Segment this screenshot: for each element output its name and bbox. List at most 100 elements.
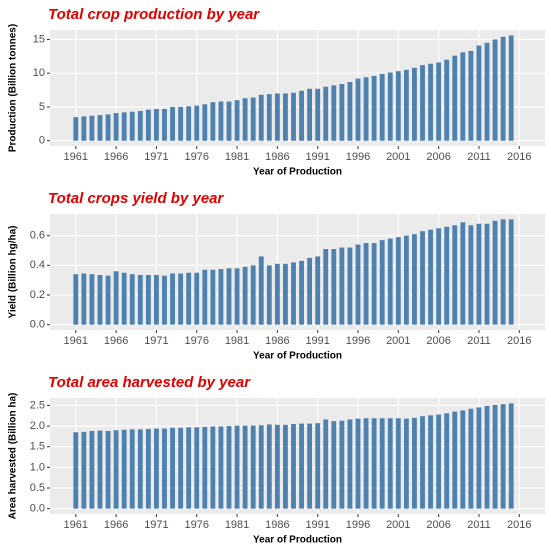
bar	[121, 429, 127, 509]
bar	[379, 73, 385, 141]
y-tick-label: 2.0	[30, 420, 45, 432]
x-tick-label: 2006	[426, 519, 450, 531]
bar	[137, 429, 143, 509]
bar	[226, 101, 232, 141]
y-tick-label: 0.4	[30, 259, 45, 271]
bar	[266, 94, 272, 141]
bar	[403, 69, 409, 141]
x-tick-label: 1961	[64, 151, 88, 163]
x-tick-label: 1981	[225, 151, 249, 163]
bar	[403, 418, 409, 509]
bar	[339, 420, 345, 509]
y-tick-label: 0.5	[30, 482, 45, 494]
bar	[299, 90, 304, 141]
bar	[412, 234, 417, 325]
x-tick-label: 1971	[144, 519, 168, 531]
bar	[202, 104, 208, 141]
bar	[234, 100, 240, 141]
bar	[234, 425, 240, 509]
bar	[420, 416, 425, 509]
bar	[162, 108, 167, 141]
bar	[178, 273, 184, 325]
bar	[274, 424, 280, 509]
bar	[154, 428, 159, 509]
bar	[307, 88, 313, 141]
x-tick-label: 2006	[426, 151, 450, 163]
x-tick-label: 1996	[346, 335, 370, 347]
bar	[137, 274, 143, 325]
bar	[291, 92, 296, 141]
bar	[363, 418, 369, 509]
x-tick-label: 1971	[144, 335, 168, 347]
bar	[436, 62, 442, 141]
bar	[468, 225, 474, 325]
bar	[395, 237, 401, 325]
y-tick-label: 5	[39, 101, 45, 113]
y-tick-label: 2.5	[30, 399, 45, 411]
x-tick-label: 1961	[64, 335, 88, 347]
bar	[395, 418, 401, 509]
bar	[371, 243, 377, 325]
x-tick-label: 1996	[346, 519, 370, 531]
bar	[210, 102, 216, 141]
bar	[105, 114, 111, 141]
bar	[266, 424, 272, 509]
bar	[178, 106, 184, 141]
bar	[274, 263, 280, 325]
bar	[420, 231, 425, 325]
bar	[468, 408, 474, 509]
bar	[194, 427, 200, 509]
bar	[194, 272, 200, 325]
bar	[492, 405, 498, 509]
y-tick-label: 0.0	[30, 319, 45, 331]
bar	[81, 116, 87, 141]
bar	[428, 63, 433, 141]
bar	[97, 430, 103, 509]
bar	[97, 274, 103, 325]
bar	[202, 426, 208, 509]
bar	[258, 256, 264, 325]
bar	[258, 94, 264, 141]
x-tick-label: 1961	[64, 519, 88, 531]
bar	[210, 269, 216, 325]
bar	[89, 274, 95, 325]
x-tick-label: 1981	[225, 519, 249, 531]
bar	[387, 418, 393, 509]
bar	[436, 414, 442, 509]
bar	[347, 419, 353, 509]
bar	[395, 71, 401, 141]
bar	[145, 274, 151, 325]
bar	[403, 235, 409, 325]
bar	[291, 262, 296, 325]
bar	[129, 111, 135, 141]
bar	[250, 97, 256, 141]
bar	[476, 407, 482, 509]
bar	[105, 275, 111, 325]
x-tick-label: 1991	[305, 519, 329, 531]
bar	[484, 42, 490, 141]
x-tick-label: 1976	[185, 519, 209, 531]
bar	[347, 81, 353, 141]
bar	[162, 275, 167, 325]
y-tick-label: 10	[33, 67, 45, 79]
bar	[202, 269, 208, 325]
bar	[315, 423, 321, 509]
bar	[73, 432, 79, 509]
bar	[145, 428, 151, 509]
bar	[226, 268, 232, 325]
bar	[436, 228, 442, 325]
bar	[460, 52, 466, 141]
bar	[242, 98, 248, 141]
chart-title: Total area harvested by year	[48, 374, 251, 391]
bar	[178, 427, 184, 509]
bar	[266, 265, 272, 325]
x-tick-label: 1976	[185, 335, 209, 347]
bar	[137, 111, 143, 141]
bar	[452, 225, 458, 325]
bar	[194, 105, 200, 141]
bar	[460, 222, 466, 325]
bar	[379, 418, 385, 509]
y-tick-label: 0.2	[30, 289, 45, 301]
